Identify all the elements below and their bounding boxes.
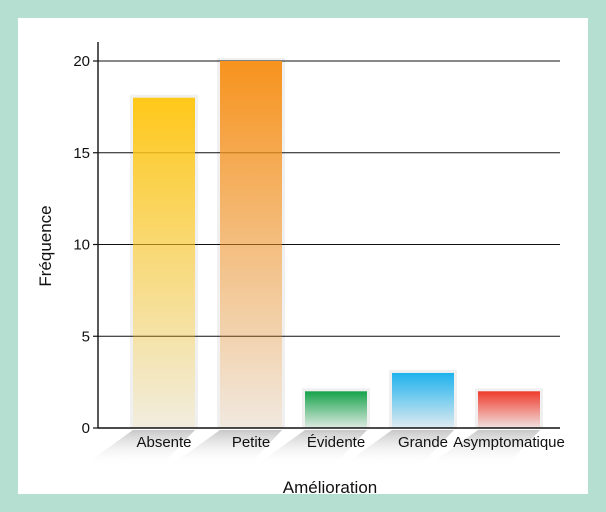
y-tick-label: 0 <box>82 420 90 437</box>
x-axis-title: Amélioration <box>283 478 378 497</box>
y-tick-label: 15 <box>73 145 90 162</box>
bar-absente <box>133 97 195 428</box>
bar-shadow <box>83 430 195 466</box>
x-tick-label: Absente <box>136 434 191 451</box>
bar-asymptomatique <box>478 391 540 428</box>
y-tick-label: 5 <box>82 328 90 345</box>
y-tick-labels: 0 5 10 15 20 <box>73 53 90 437</box>
x-tick-label: Asymptomatique <box>453 434 565 451</box>
bars <box>130 58 543 428</box>
bar-évidente <box>305 391 367 428</box>
x-tick-label: Évidente <box>307 434 365 451</box>
x-tick-label: Grande <box>398 434 448 451</box>
x-tick-label: Petite <box>232 434 270 451</box>
bar-shadows <box>83 430 540 466</box>
bar-shadow <box>255 430 367 466</box>
y-tick-label: 10 <box>73 237 90 254</box>
bar-grande <box>392 372 454 428</box>
bar-shadow <box>342 430 454 466</box>
x-tick-labels: Absente Petite Évidente Grande Asymptomatiqu… <box>136 434 564 451</box>
y-axis-title: Fréquence <box>36 205 55 286</box>
axes <box>93 42 560 429</box>
bar-petite <box>220 61 282 428</box>
bar-shadow <box>170 430 282 466</box>
bar-shadow <box>428 430 540 466</box>
y-tick-label: 20 <box>73 53 90 70</box>
